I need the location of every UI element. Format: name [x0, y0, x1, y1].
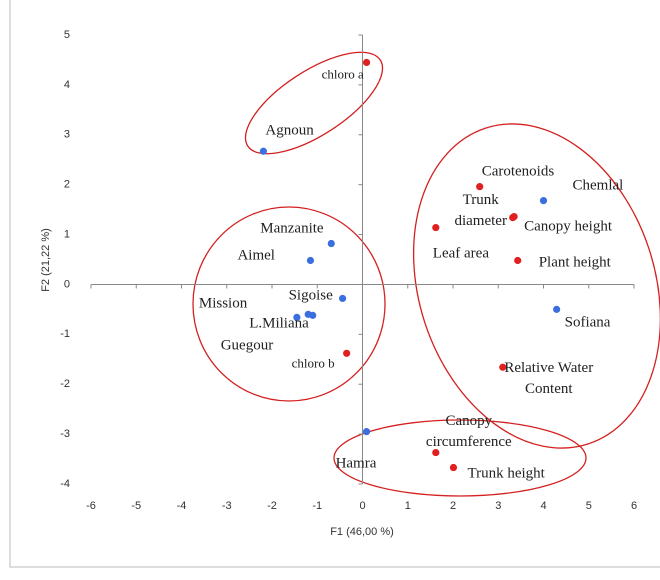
point-label: Leaf area [432, 245, 489, 262]
group-ellipse [333, 419, 587, 497]
point [432, 223, 440, 232]
y-tick-label: 2 [64, 179, 70, 191]
point [343, 349, 351, 357]
point [449, 463, 458, 472]
point-label: Aimel [237, 247, 275, 264]
x-tick-label: -5 [131, 500, 141, 512]
point [539, 197, 548, 205]
point [362, 58, 371, 67]
x-tick-label: -6 [86, 500, 96, 512]
y-tick-label: 5 [64, 29, 70, 41]
y-tick-label: -2 [60, 378, 70, 390]
point-label: Guegour [220, 337, 274, 354]
point-label: Manzanite [260, 220, 324, 237]
group-ellipse [192, 206, 386, 402]
x-axis-title: F1 (46,00 %) [330, 526, 394, 538]
point-label: Sigoise [288, 287, 333, 304]
x-tick-label: 0 [359, 500, 365, 512]
point-label: Trunk height [467, 465, 545, 482]
point-label: L.Miliana [249, 315, 309, 332]
y-tick-label: 1 [64, 228, 70, 240]
x-tick-label: 2 [450, 500, 456, 512]
y-tick-label: 4 [64, 79, 70, 91]
point-label: Chemlal [572, 177, 624, 194]
point [293, 313, 301, 321]
x-tick-label: -1 [312, 500, 322, 512]
y-axis-title: F2 (21,22 %) [40, 228, 52, 292]
point-label: Sofiana [564, 314, 611, 331]
point-label: Carotenoids [481, 163, 555, 180]
x-tick-label: 4 [540, 500, 546, 512]
point [553, 305, 561, 313]
point [338, 294, 347, 303]
point-label: Relative Water Content [504, 360, 594, 398]
point [510, 212, 518, 221]
point [306, 256, 315, 265]
point [309, 311, 317, 319]
y-tick-label: -4 [60, 478, 70, 490]
x-tick-label: -3 [222, 500, 232, 512]
y-tick-label: 3 [64, 129, 70, 141]
x-tick-label: -4 [177, 500, 187, 512]
y-tick-label: -1 [60, 328, 70, 340]
point [499, 363, 507, 371]
point [476, 183, 484, 191]
x-tick-label: 5 [586, 500, 592, 512]
group-ellipse [412, 123, 660, 449]
point [362, 428, 371, 436]
point-label: Hamra [335, 455, 377, 472]
point-label: Plant height [538, 254, 611, 271]
point [259, 147, 268, 155]
x-tick-label: -2 [267, 500, 277, 512]
point-label: Trunk diameter [454, 191, 507, 229]
y-tick-label: 0 [64, 278, 70, 290]
point-label: Mission [198, 295, 248, 312]
point [432, 448, 440, 457]
x-tick-label: 3 [495, 500, 501, 512]
point [514, 256, 522, 265]
chart-frame [9, 0, 660, 568]
y-tick-label: -3 [60, 428, 70, 440]
point-label: chloro a [321, 66, 364, 82]
point-label: Canopy circumference [425, 412, 512, 450]
x-tick-label: 6 [631, 500, 637, 512]
point [327, 239, 335, 248]
group-ellipse [244, 51, 384, 155]
point-label: Canopy height [524, 218, 612, 235]
point-label: chloro b [291, 355, 335, 371]
x-tick-label: 1 [405, 500, 411, 512]
point-label: Agnoun [265, 122, 314, 139]
